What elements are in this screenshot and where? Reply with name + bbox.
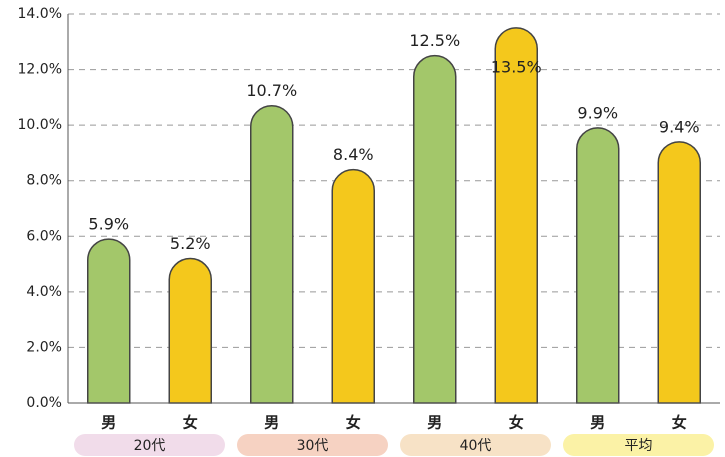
y-tick-label: 14.0%	[18, 6, 62, 22]
bar	[414, 56, 456, 403]
group-label: 40代	[460, 438, 492, 454]
value-label: 9.9%	[577, 103, 618, 122]
group-label: 20代	[134, 438, 166, 454]
y-tick-label: 10.0%	[18, 117, 62, 133]
y-tick-label: 0.0%	[26, 395, 62, 411]
group-label: 平均	[625, 438, 653, 454]
group-label: 30代	[297, 438, 329, 454]
value-label: 13.5%	[491, 57, 542, 76]
chart: 0.0% 2.0% 4.0% 6.0% 8.0% 10.0% 12.0% 14.0% 5.9% 男…	[0, 0, 725, 457]
bar	[495, 28, 537, 403]
y-tick-label: 8.0%	[26, 173, 62, 189]
value-label: 12.5%	[409, 31, 460, 50]
value-label: 5.2%	[170, 234, 211, 253]
value-label: 8.4%	[333, 145, 374, 164]
x-tick-label: 女	[509, 414, 524, 432]
x-tick-label: 男	[101, 414, 116, 432]
x-tick-label: 男	[264, 414, 279, 432]
x-tick-label: 男	[427, 414, 442, 432]
y-tick-label: 6.0%	[26, 228, 62, 244]
x-tick-label: 女	[672, 414, 687, 432]
y-tick-label: 4.0%	[26, 284, 62, 300]
y-tick-label: 2.0%	[26, 339, 62, 355]
bar	[332, 170, 374, 403]
bar	[88, 239, 130, 403]
value-label: 9.4%	[659, 117, 700, 136]
y-tick-label: 12.0%	[18, 62, 62, 78]
bar	[169, 259, 211, 403]
bar	[658, 142, 700, 403]
x-tick-label: 女	[183, 414, 198, 432]
bar	[251, 106, 293, 403]
value-label: 10.7%	[246, 81, 297, 100]
value-label: 5.9%	[88, 215, 129, 234]
x-tick-label: 女	[346, 414, 361, 432]
x-tick-label: 男	[590, 414, 605, 432]
bar	[577, 128, 619, 403]
